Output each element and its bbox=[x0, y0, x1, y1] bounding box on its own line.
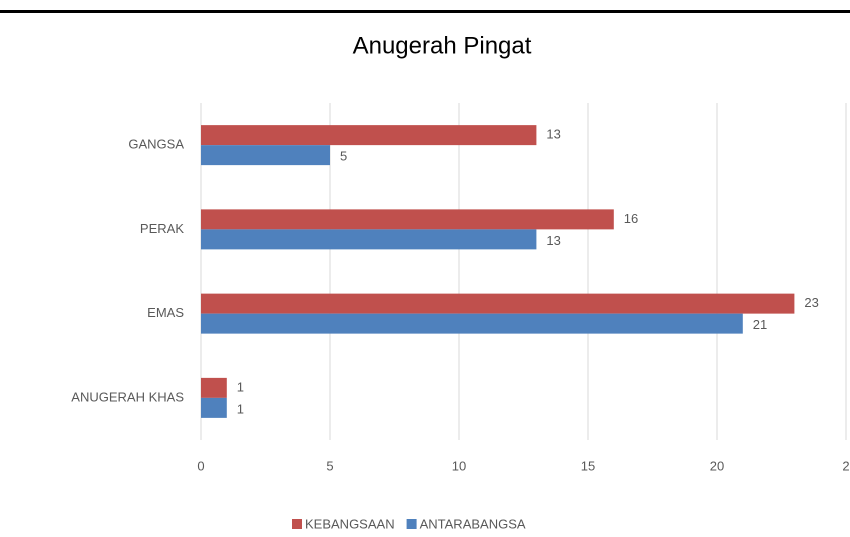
x-tick-label: 20 bbox=[710, 458, 724, 473]
legend-label: KEBANGSAAN bbox=[305, 516, 395, 531]
bar bbox=[201, 209, 614, 230]
data-label: 21 bbox=[753, 317, 767, 332]
bar bbox=[201, 377, 227, 398]
data-label: 5 bbox=[340, 149, 347, 164]
data-label: 1 bbox=[237, 401, 244, 416]
data-label: 23 bbox=[804, 295, 818, 310]
data-label: 16 bbox=[624, 211, 638, 226]
x-tick-label: 10 bbox=[452, 458, 466, 473]
bar bbox=[201, 397, 227, 418]
bar bbox=[201, 229, 537, 250]
legend-label: ANTARABANGSA bbox=[420, 516, 526, 531]
y-tick-label: EMAS bbox=[147, 305, 184, 320]
chart-title: Anugerah Pingat bbox=[353, 32, 532, 59]
x-tick-label: 5 bbox=[326, 458, 333, 473]
legend-swatch bbox=[406, 519, 417, 529]
y-tick-label: GANGSA bbox=[128, 137, 184, 152]
bar bbox=[201, 313, 743, 334]
bar bbox=[201, 145, 330, 166]
x-tick-label: 0 bbox=[197, 458, 204, 473]
y-tick-label: ANUGERAH KHAS bbox=[71, 389, 184, 404]
data-label: 13 bbox=[546, 127, 560, 142]
bar bbox=[201, 125, 537, 146]
bar bbox=[201, 293, 795, 314]
top-rule bbox=[0, 10, 850, 13]
x-tick-label: 2 bbox=[842, 458, 849, 473]
data-label: 1 bbox=[237, 379, 244, 394]
data-label: 13 bbox=[546, 233, 560, 248]
x-tick-label: 15 bbox=[581, 458, 595, 473]
legend-swatch bbox=[292, 519, 302, 529]
y-tick-label: PERAK bbox=[140, 221, 184, 236]
